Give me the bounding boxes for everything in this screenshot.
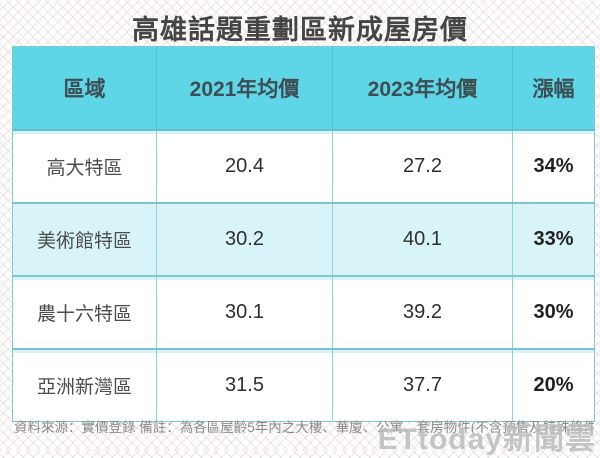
change-value: 34% [512, 129, 595, 203]
header-change: 漲幅 [512, 46, 595, 131]
price-2023-value: 39.2 [332, 275, 513, 349]
table-row: 美術館特區 30.2 40.1 33% [12, 202, 595, 276]
price-2021-value: 30.2 [156, 202, 333, 276]
price-table: 區域 2021年均價 2023年均價 漲幅 高大特區 20.4 27.2 34%… [12, 46, 595, 422]
change-value: 30% [512, 275, 595, 349]
table-row: 高大特區 20.4 27.2 34% [12, 129, 595, 203]
district-name: 農十六特區 [12, 275, 157, 349]
price-2021-value: 20.4 [156, 129, 333, 203]
price-2023-value: 27.2 [332, 129, 513, 203]
district-name: 美術館特區 [12, 202, 157, 276]
header-price-2021: 2021年均價 [156, 46, 333, 131]
header-price-2023: 2023年均價 [332, 46, 513, 131]
ettoday-watermark: ETtoday新聞雲 [377, 423, 596, 456]
change-value: 33% [512, 202, 595, 276]
price-2021-value: 31.5 [156, 348, 333, 422]
table-row: 農十六特區 30.1 39.2 30% [12, 275, 595, 349]
price-2023-value: 40.1 [332, 202, 513, 276]
source-note: 資料來源：實價登錄 備註：為各區屋齡5年內之大樓、華廈、公寓、套房物件(不含預售… [14, 420, 594, 435]
district-name: 高大特區 [12, 129, 157, 203]
table-row: 亞洲新灣區 31.5 37.7 20% [12, 348, 595, 422]
price-2021-value: 30.1 [156, 275, 333, 349]
page-title: 高雄話題重劃區新成屋房價 [132, 15, 468, 45]
change-value: 20% [512, 348, 595, 422]
price-2023-value: 37.7 [332, 348, 513, 422]
table-header-row: 區域 2021年均價 2023年均價 漲幅 [12, 46, 595, 131]
district-name: 亞洲新灣區 [12, 348, 157, 422]
header-district: 區域 [12, 46, 157, 131]
